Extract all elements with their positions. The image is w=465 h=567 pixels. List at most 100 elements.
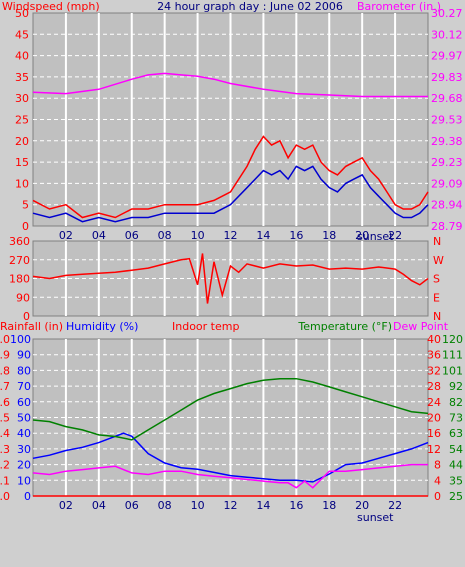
barometer-tick-label: 29.53 — [431, 114, 463, 127]
indoor-temp-tick-label: 28 — [427, 380, 441, 393]
x-tick-label: 14 — [256, 229, 270, 242]
temperature-axis-title: Temperature (°F) — [297, 320, 392, 333]
barometer-tick-label: 29.09 — [431, 177, 463, 190]
barometer-tick-label: 28.94 — [431, 199, 463, 212]
rainfall-tick-label: 0.0 — [0, 490, 10, 503]
windspeed-tick-label: 40 — [15, 50, 29, 63]
windspeed-tick-label: 50 — [15, 7, 29, 20]
temperature-series-line — [32, 377, 429, 441]
x-tick-label: 06 — [125, 499, 139, 512]
indoor-temp-tick-label: 32 — [427, 364, 441, 377]
windspeed-tick-label: 45 — [15, 28, 29, 41]
indoor-temp-tick-label: 16 — [427, 427, 441, 440]
x-tick-label: 08 — [158, 229, 172, 242]
x-tick-label: 10 — [191, 229, 205, 242]
x-tick-label: 14 — [256, 499, 270, 512]
gust-series-line — [32, 165, 429, 223]
windspeed-series-line — [32, 135, 429, 219]
x-tick-label: 02 — [59, 499, 73, 512]
indoor-temp-tick-label: 20 — [427, 412, 441, 425]
wind-direction-tick-label: 90 — [16, 291, 30, 304]
humidity-tick-label: 40 — [17, 427, 31, 440]
barometer-tick-label: 28.79 — [431, 220, 463, 233]
windspeed-tick-label: 0 — [22, 220, 29, 233]
barometer-tick-label: 30.27 — [431, 7, 463, 20]
x-tick-label: 02 — [59, 229, 73, 242]
humidity-tick-label: 90 — [17, 349, 31, 362]
windspeed-tick-label: 30 — [15, 92, 29, 105]
temperature-tick-label: 120 — [442, 333, 463, 346]
x-tick-label: 16 — [289, 229, 303, 242]
dew-point-axis-title: Dew Point — [393, 320, 449, 333]
rainfall-tick-label: 0.7 — [0, 380, 10, 393]
temperature-tick-label: 73 — [449, 412, 463, 425]
x-tick-label: 10 — [191, 499, 205, 512]
humidity-series-line — [32, 432, 429, 483]
humidity-tick-label: 100 — [10, 333, 31, 346]
rainfall-tick-label: 0.6 — [0, 396, 10, 409]
x-tick-label: 04 — [92, 229, 106, 242]
windspeed-axis-title: Windspeed (mph) — [2, 0, 100, 13]
windspeed-tick-label: 25 — [15, 114, 29, 127]
indoor-temp-tick-label: 4 — [434, 474, 441, 487]
humidity-tick-label: 20 — [17, 459, 31, 472]
sunset-label-top: sunset — [357, 230, 394, 243]
rainfall-axis-title: Rainfall (in) — [0, 320, 63, 333]
compass-tick-label: S — [433, 273, 440, 286]
indoor-temp-tick-label: 12 — [427, 443, 441, 456]
temperature-tick-label: 111 — [442, 349, 463, 362]
wind-direction-series-line — [32, 253, 429, 304]
x-tick-label: 20 — [355, 229, 369, 242]
rainfall-tick-label: 1.0 — [0, 333, 10, 346]
windspeed-tick-label: 20 — [15, 135, 29, 148]
humidity-tick-label: 30 — [17, 443, 31, 456]
x-tick-label: 12 — [224, 499, 238, 512]
temperature-tick-label: 82 — [449, 396, 463, 409]
indoor-temp-tick-label: 36 — [427, 349, 441, 362]
humidity-tick-label: 0 — [24, 490, 31, 503]
temperature-tick-label: 101 — [442, 364, 463, 377]
x-tick-label: 22 — [388, 229, 402, 242]
x-tick-label: 20 — [355, 499, 369, 512]
barometer-axis-title: Barometer (in.) — [357, 0, 441, 13]
barometer-tick-label: 29.38 — [431, 135, 463, 148]
indoor-temp-axis-title: Indoor temp — [172, 320, 239, 333]
temperature-tick-label: 25 — [449, 490, 463, 503]
rainfall-tick-label: 0.8 — [0, 364, 10, 377]
x-tick-label: 06 — [125, 229, 139, 242]
sunset-label-bottom: sunset — [357, 511, 394, 524]
data-series — [32, 72, 429, 497]
humidity-tick-label: 60 — [17, 396, 31, 409]
humidity-tick-label: 10 — [17, 474, 31, 487]
humidity-axis-title: Humidity (%) — [66, 320, 138, 333]
temperature-tick-label: 35 — [449, 474, 463, 487]
barometer-tick-label: 29.83 — [431, 71, 463, 84]
graph-title: 24 hour graph day : June 02 2006 — [157, 0, 343, 13]
wind-direction-tick-label: 360 — [9, 235, 30, 248]
temperature-tick-label: 44 — [449, 459, 463, 472]
compass-tick-label: N — [433, 310, 441, 323]
compass-tick-label: E — [433, 291, 440, 304]
rainfall-tick-label: 0.1 — [0, 474, 10, 487]
wind-direction-tick-label: 0 — [23, 310, 30, 323]
rainfall-tick-label: 0.3 — [0, 443, 10, 456]
indoor-temp-tick-label: 0 — [434, 490, 441, 503]
barometer-tick-label: 29.97 — [431, 50, 463, 63]
barometer-tick-label: 29.23 — [431, 156, 463, 169]
rainfall-tick-label: 0.5 — [0, 412, 10, 425]
x-tick-label: 18 — [322, 499, 336, 512]
indoor-temp-tick-label: 40 — [427, 333, 441, 346]
dew-point-series-line — [32, 463, 428, 489]
x-tick-label: 08 — [158, 499, 172, 512]
temperature-tick-label: 54 — [449, 443, 463, 456]
x-tick-label: 22 — [388, 499, 402, 512]
compass-tick-label: W — [433, 254, 444, 267]
indoor-temp-tick-label: 8 — [434, 459, 441, 472]
x-tick-label: 16 — [289, 499, 303, 512]
windspeed-tick-label: 10 — [15, 177, 29, 190]
barometer-series-line — [32, 72, 428, 98]
temperature-tick-label: 63 — [449, 427, 463, 440]
temperature-tick-label: 92 — [449, 380, 463, 393]
indoor-temp-tick-label: 24 — [427, 396, 441, 409]
